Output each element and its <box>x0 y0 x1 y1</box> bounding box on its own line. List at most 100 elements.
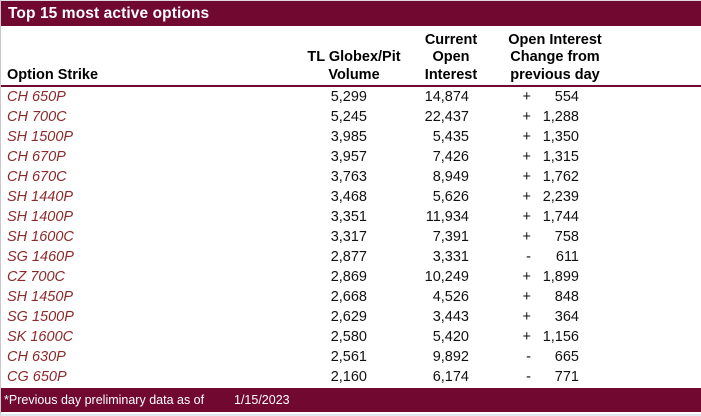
option-strike-cell: SH 1450P <box>7 289 74 305</box>
oi-change-cell: + 2,239 <box>469 189 579 205</box>
open-interest-cell: 11,934 <box>425 209 469 225</box>
change-sign: + <box>522 329 531 345</box>
option-strike-cell: SH 1600C <box>7 229 74 245</box>
option-strike-cell: SG 1500P <box>7 309 74 325</box>
column-header-option-strike: Option Strike <box>7 66 99 83</box>
table-row: CH 630P 2,561 9,892 - 665 <box>1 347 701 367</box>
change-sign: + <box>522 129 531 145</box>
change-value: 1,315 <box>542 149 579 165</box>
oi-change-cell: + 554 <box>469 89 579 105</box>
volume-cell: 3,468 <box>330 189 367 205</box>
volume-cell: 3,317 <box>330 229 367 245</box>
oi-change-cell: + 848 <box>469 289 579 305</box>
change-sign: + <box>522 169 531 185</box>
oi-change-cell: + 1,156 <box>469 329 579 345</box>
option-strike-cell: CH 670P <box>7 149 66 165</box>
option-strike-cell: SH 1400P <box>7 209 74 225</box>
volume-cell: 2,160 <box>330 369 367 385</box>
change-value: 554 <box>554 89 579 105</box>
table-row: CH 670C 3,763 8,949 + 1,762 <box>1 167 701 187</box>
change-sign: + <box>522 209 531 225</box>
page-title: Top 15 most active options <box>8 4 210 22</box>
change-value: 1,899 <box>542 269 579 285</box>
table-row: SG 1500P 2,629 3,443 + 364 <box>1 307 701 327</box>
table-row: SH 1450P 2,668 4,526 + 848 <box>1 287 701 307</box>
volume-cell: 5,245 <box>330 109 367 125</box>
change-sign: + <box>522 269 531 285</box>
change-sign: - <box>526 349 531 365</box>
header-underline <box>1 85 701 87</box>
change-value: 665 <box>554 349 579 365</box>
change-sign: + <box>522 109 531 125</box>
option-strike-cell: CH 630P <box>7 349 66 365</box>
open-interest-cell: 10,249 <box>424 269 469 285</box>
table-row: SH 1500P 3,985 5,435 + 1,350 <box>1 127 701 147</box>
table-row: CH 700C 5,245 22,437 + 1,288 <box>1 107 701 127</box>
change-value: 364 <box>554 309 579 325</box>
oi-change-cell: - 665 <box>469 349 579 365</box>
open-interest-cell: 9,892 <box>432 349 469 365</box>
table-row: SK 1600C 2,580 5,420 + 1,156 <box>1 327 701 347</box>
volume-cell: 2,561 <box>330 349 367 365</box>
table-row: CZ 700C 2,869 10,249 + 1,899 <box>1 267 701 287</box>
oi-change-cell: + 364 <box>469 309 579 325</box>
table-header-row: Option Strike TL Globex/Pit Volume Curre… <box>1 26 701 85</box>
option-strike-cell: SH 1440P <box>7 189 74 205</box>
change-value: 1,762 <box>542 169 579 185</box>
oi-change-cell: + 1,762 <box>469 169 579 185</box>
open-interest-cell: 6,174 <box>432 369 469 385</box>
option-strike-cell: CH 670C <box>7 169 67 185</box>
table-row: SH 1600C 3,317 7,391 + 758 <box>1 227 701 247</box>
column-header-volume: TL Globex/Pit Volume <box>307 49 401 83</box>
change-sign: - <box>526 369 531 385</box>
change-sign: + <box>522 309 531 325</box>
volume-cell: 2,580 <box>330 329 367 345</box>
change-value: 2,239 <box>542 189 579 205</box>
title-bar: Top 15 most active options <box>1 1 701 26</box>
option-strike-cell: CG 650P <box>7 369 67 385</box>
table-body: CH 650P 5,299 14,874 + 554 CH 700C 5,245… <box>1 87 701 387</box>
option-strike-cell: CH 700C <box>7 109 67 125</box>
option-strike-cell: CH 650P <box>7 89 66 105</box>
footer-date: 1/15/2023 <box>234 393 290 407</box>
oi-change-cell: - 771 <box>469 369 579 385</box>
open-interest-cell: 3,443 <box>432 309 469 325</box>
option-strike-cell: CZ 700C <box>7 269 66 285</box>
oi-change-cell: + 1,744 <box>469 209 579 225</box>
oi-change-cell: + 1,899 <box>469 269 579 285</box>
oi-change-cell: + 758 <box>469 229 579 245</box>
volume-cell: 5,299 <box>330 89 367 105</box>
table-row: SG 1460P 2,877 3,331 - 611 <box>1 247 701 267</box>
change-value: 848 <box>554 289 579 305</box>
open-interest-cell: 5,435 <box>432 129 469 145</box>
option-strike-cell: SK 1600C <box>7 329 74 345</box>
change-value: 771 <box>554 369 579 385</box>
open-interest-cell: 7,391 <box>432 229 469 245</box>
change-sign: + <box>522 289 531 305</box>
volume-cell: 2,629 <box>330 309 367 325</box>
open-interest-cell: 5,420 <box>432 329 469 345</box>
change-value: 1,744 <box>542 209 579 225</box>
table-row: CH 670P 3,957 7,426 + 1,315 <box>1 147 701 167</box>
volume-cell: 2,668 <box>330 289 367 305</box>
change-sign: - <box>526 249 531 265</box>
change-value: 758 <box>554 229 579 245</box>
open-interest-cell: 22,437 <box>424 109 469 125</box>
table-row: CG 650P 2,160 6,174 - 771 <box>1 367 701 387</box>
oi-change-cell: - 611 <box>469 249 579 265</box>
oi-change-cell: + 1,350 <box>469 129 579 145</box>
change-value: 611 <box>555 249 579 265</box>
change-sign: + <box>522 189 531 205</box>
open-interest-cell: 8,949 <box>432 169 469 185</box>
volume-cell: 3,351 <box>330 209 367 225</box>
option-strike-cell: SH 1500P <box>7 129 74 145</box>
volume-cell: 3,985 <box>330 129 367 145</box>
open-interest-cell: 3,331 <box>432 249 469 265</box>
volume-cell: 3,957 <box>330 149 367 165</box>
change-sign: + <box>522 149 531 165</box>
volume-cell: 3,763 <box>330 169 367 185</box>
oi-change-cell: + 1,288 <box>469 109 579 125</box>
open-interest-cell: 14,874 <box>424 89 469 105</box>
volume-cell: 2,877 <box>330 249 367 265</box>
